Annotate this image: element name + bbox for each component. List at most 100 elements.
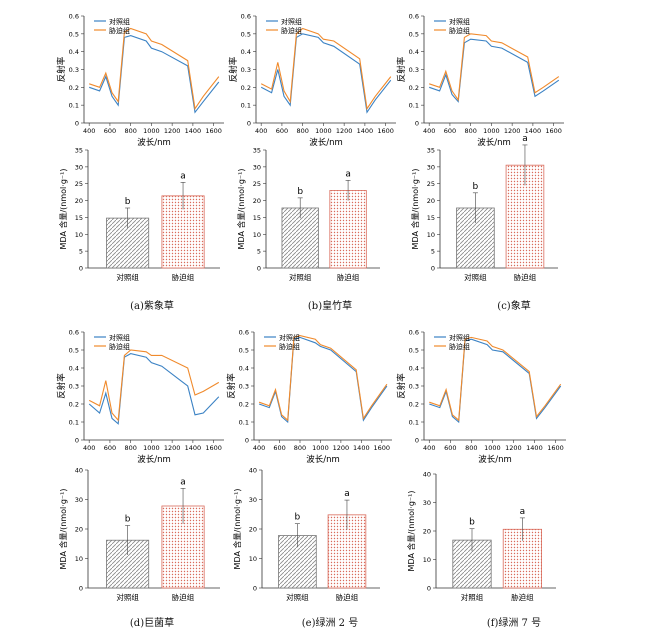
y-tick-label-a: 0.6 [69, 13, 79, 21]
y-axis-title-c: 反射率 [396, 56, 407, 82]
category-label-stress-c: 胁迫组 [514, 272, 537, 282]
y-tick-label-a-mda: 10 [75, 231, 83, 239]
series-line-stress-f [429, 336, 562, 422]
x-tick-label-b: 400 [255, 127, 267, 135]
y-tick-label-c-mda: 25 [427, 180, 435, 188]
y-tick-label-b-mda: 10 [253, 231, 261, 239]
significance-letter-stress-a: a [180, 171, 186, 181]
y-tick-label-a: 0.2 [69, 84, 79, 92]
legend-label-stress-e: 胁迫组 [279, 342, 300, 351]
y-tick-label-e: 0.2 [239, 401, 249, 409]
y-tick-label-d: 0.5 [69, 347, 79, 355]
y-axis-title-d-mda: MDA 含量/(nmol·g⁻¹) [58, 489, 68, 570]
category-label-control-b: 对照组 [289, 272, 312, 282]
category-label-control-c: 对照组 [464, 272, 487, 282]
y-tick-label-b-mda: 30 [253, 163, 261, 171]
y-tick-label-b: 0 [247, 120, 251, 128]
x-tick-label-d: 600 [104, 444, 116, 452]
y-tick-label-c: 0.1 [409, 102, 419, 110]
legend-label-control-b: 对照组 [281, 17, 302, 26]
category-label-stress-b: 胁迫组 [337, 272, 360, 282]
y-tick-label-f: 0.3 [409, 383, 419, 391]
x-tick-label-f: 1600 [547, 444, 564, 452]
x-tick-label-f: 1400 [526, 444, 543, 452]
y-tick-label-c: 0 [415, 120, 419, 128]
x-tick-label-f: 1000 [484, 444, 501, 452]
y-tick-label-e-mda: 10 [249, 555, 257, 563]
y-tick-label-a-mda: 5 [79, 248, 83, 256]
x-axis-title-f: 波长/nm [478, 454, 512, 465]
x-tick-label-f: 600 [444, 444, 456, 452]
y-tick-label-b-mda: 0 [257, 265, 261, 273]
y-tick-label-d: 0.4 [69, 365, 79, 373]
y-tick-label-b: 0.4 [241, 48, 251, 56]
y-tick-label-c-mda: 30 [427, 163, 435, 171]
y-axis-title-b-mda: MDA 含量/(nmol·g⁻¹) [236, 169, 246, 250]
legend-label-control-a: 对照组 [109, 17, 130, 26]
x-axis-title-b: 波长/nm [309, 137, 343, 148]
y-tick-label-b-mda: 25 [253, 180, 261, 188]
y-tick-label-c-mda: 15 [427, 214, 435, 222]
y-tick-label-c: 0.3 [409, 66, 419, 74]
y-tick-label-f: 0.2 [409, 401, 419, 409]
y-tick-label-a-mda: 25 [75, 180, 83, 188]
y-tick-label-d: 0.3 [69, 383, 79, 391]
x-tick-label-c: 1600 [545, 127, 562, 135]
x-axis-title-d: 波长/nm [137, 454, 171, 465]
y-tick-label-a-mda: 15 [75, 214, 83, 222]
x-tick-label-b: 600 [276, 127, 288, 135]
y-tick-label-a-mda: 30 [75, 163, 83, 171]
x-axis-title-e: 波长/nm [306, 454, 340, 465]
legend-label-stress-d: 胁迫组 [109, 342, 130, 351]
y-tick-label-b: 0.6 [241, 13, 251, 21]
category-label-stress-e: 胁迫组 [336, 592, 359, 602]
category-label-stress-a: 胁迫组 [172, 272, 195, 282]
legend-label-stress-a: 胁迫组 [109, 26, 130, 35]
series-line-control-b [260, 33, 392, 114]
y-tick-label-f: 0.4 [409, 365, 419, 373]
y-tick-label-d-mda: 40 [75, 467, 83, 475]
y-tick-label-a-mda: 0 [79, 265, 83, 273]
series-line-control-c [429, 38, 560, 103]
x-tick-label-d: 400 [83, 444, 95, 452]
y-tick-label-c-mda: 5 [431, 248, 435, 256]
category-label-control-d: 对照组 [116, 592, 139, 602]
x-tick-label-a: 400 [83, 127, 95, 135]
y-axis-title-e-mda: MDA 含量/(nmol·g⁻¹) [232, 489, 242, 570]
x-tick-label-f: 800 [465, 444, 477, 452]
y-axis-title-c-mda: MDA 含量/(nmol·g⁻¹) [410, 169, 420, 250]
x-tick-label-c: 1400 [525, 127, 542, 135]
bar-stress-b [329, 190, 367, 269]
x-tick-label-b: 800 [296, 127, 308, 135]
x-tick-label-c: 800 [464, 127, 476, 135]
y-tick-label-c-mda: 20 [427, 197, 435, 205]
x-tick-label-a: 600 [104, 127, 116, 135]
y-tick-label-c: 0.2 [409, 84, 419, 92]
x-tick-label-c: 1000 [483, 127, 500, 135]
y-axis-title-b: 反射率 [228, 56, 239, 82]
significance-letter-control-a: b [125, 197, 131, 207]
y-tick-label-d-mda: 30 [75, 496, 83, 504]
legend-label-stress-f: 胁迫组 [449, 342, 470, 351]
x-tick-label-f: 1200 [505, 444, 522, 452]
y-axis-title-e: 反射率 [226, 373, 237, 399]
y-axis-title-d: 反射率 [56, 373, 67, 399]
legend-label-control-f: 对照组 [449, 333, 470, 342]
x-tick-label-e: 1600 [374, 444, 391, 452]
significance-letter-control-b: b [297, 187, 303, 197]
y-tick-label-e-mda: 30 [249, 496, 257, 504]
caption-b: (b)皇竹草 [307, 301, 353, 312]
x-tick-label-c: 400 [423, 127, 435, 135]
y-tick-label-f-mda: 40 [423, 471, 431, 479]
x-tick-label-d: 1000 [143, 444, 160, 452]
legend-label-control-c: 对照组 [449, 17, 470, 26]
x-tick-label-e: 800 [294, 444, 306, 452]
caption-f: (f)绿洲 7 号 [486, 618, 542, 629]
y-tick-label-d-mda: 0 [79, 585, 83, 593]
y-tick-label-f-mda: 10 [423, 556, 431, 564]
category-label-control-e: 对照组 [286, 592, 309, 602]
y-tick-label-b: 0.3 [241, 66, 251, 74]
significance-letter-stress-b: a [345, 169, 351, 179]
y-tick-label-b: 0.5 [241, 30, 251, 38]
